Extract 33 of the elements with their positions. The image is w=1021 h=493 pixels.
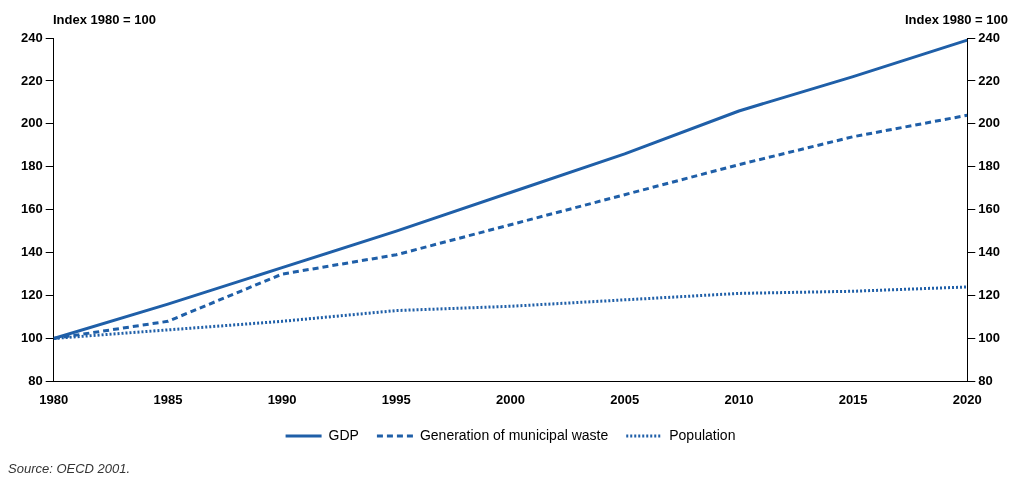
y-tick-label: 200: [20, 115, 43, 131]
y-tick-label: 220: [20, 72, 43, 88]
y2-tick-label: 180: [978, 158, 1001, 174]
x-tick-label: 2010: [724, 391, 754, 407]
x-tick-label: 2020: [952, 391, 982, 407]
x-tick-label: 2015: [838, 391, 868, 407]
y-axis-title: Index 1980 = 100: [53, 12, 156, 28]
y2-tick-label: 120: [978, 287, 1001, 303]
y-tick-label: 80: [28, 372, 43, 388]
x-tick-label: 2005: [610, 391, 640, 407]
y2-tick-label: 80: [978, 372, 993, 388]
y-tick-label: 140: [20, 244, 43, 260]
y2-tick-label: 240: [978, 29, 1001, 45]
x-tick-label: 2000: [496, 391, 525, 407]
y-tick-label: 120: [20, 287, 43, 303]
y2-tick-label: 100: [978, 330, 1001, 346]
legend-label: Generation of municipal waste: [419, 426, 609, 443]
y2-tick-label: 220: [978, 72, 1001, 88]
y-tick-label: 160: [20, 201, 43, 217]
x-tick-label: 1995: [381, 391, 411, 407]
source-note: Source: OECD 2001.: [8, 461, 132, 476]
x-tick-label: 1980: [39, 391, 69, 407]
legend-label: GDP: [328, 426, 359, 443]
y-tick-label: 180: [20, 158, 43, 174]
y-tick-label: 100: [20, 330, 43, 346]
y-tick-label: 240: [20, 29, 43, 45]
y2-tick-label: 140: [978, 244, 1001, 260]
y2-axis-title: Index 1980 = 100: [905, 12, 1008, 28]
y2-tick-label: 160: [978, 201, 1001, 217]
y2-tick-label: 200: [978, 115, 1001, 131]
x-tick-label: 1985: [153, 391, 183, 407]
x-tick-label: 1990: [267, 391, 297, 407]
legend-label: Population: [669, 426, 736, 443]
